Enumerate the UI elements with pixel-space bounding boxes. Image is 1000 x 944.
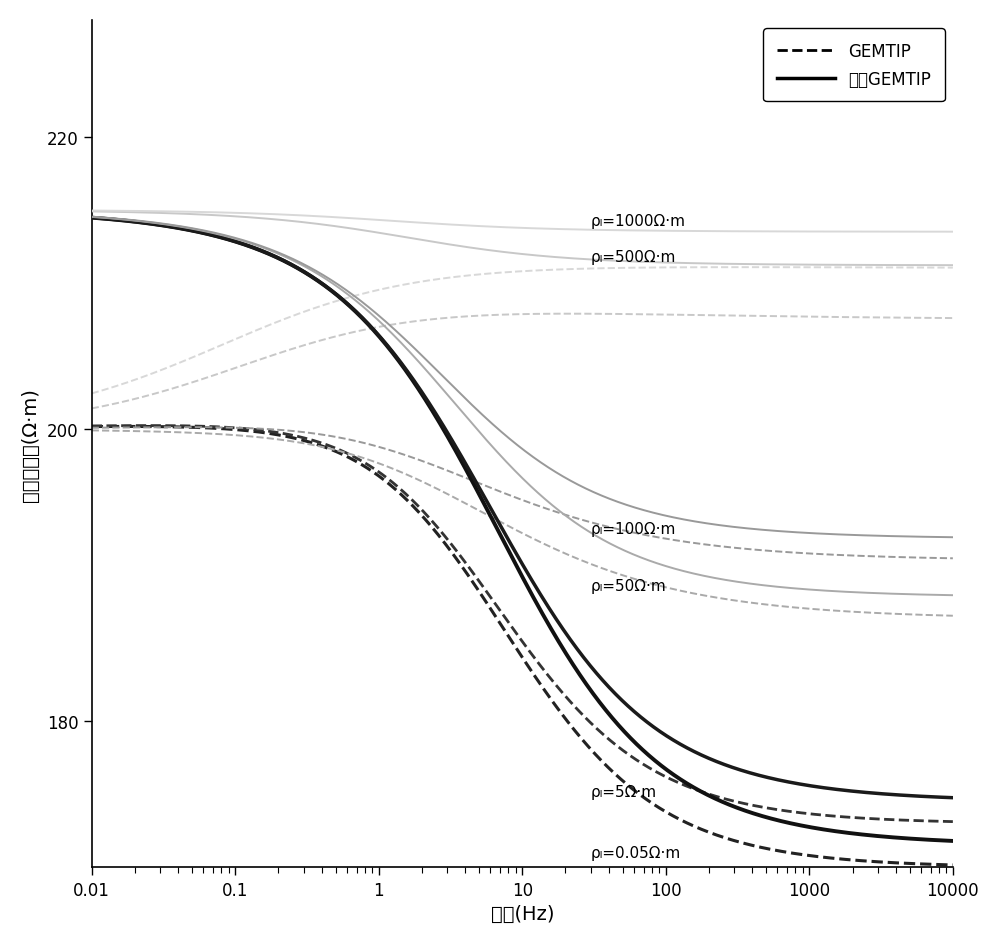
Legend: GEMTIP, 修正GEMTIP: GEMTIP, 修正GEMTIP (763, 29, 945, 102)
Text: ρₗ=5Ω·m: ρₗ=5Ω·m (591, 784, 657, 799)
Text: ρₗ=1000Ω·m: ρₗ=1000Ω·m (591, 213, 686, 228)
Text: ρₗ=100Ω·m: ρₗ=100Ω·m (591, 521, 676, 536)
Text: ρₗ=500Ω·m: ρₗ=500Ω·m (591, 250, 676, 264)
Text: ρₗ=0.05Ω·m: ρₗ=0.05Ω·m (591, 846, 681, 860)
Text: ρₗ=50Ω·m: ρₗ=50Ω·m (591, 579, 667, 593)
Y-axis label: 电阱率幅値(Ω·m): 电阱率幅値(Ω·m) (21, 387, 40, 501)
X-axis label: 频率(Hz): 频率(Hz) (491, 904, 554, 923)
